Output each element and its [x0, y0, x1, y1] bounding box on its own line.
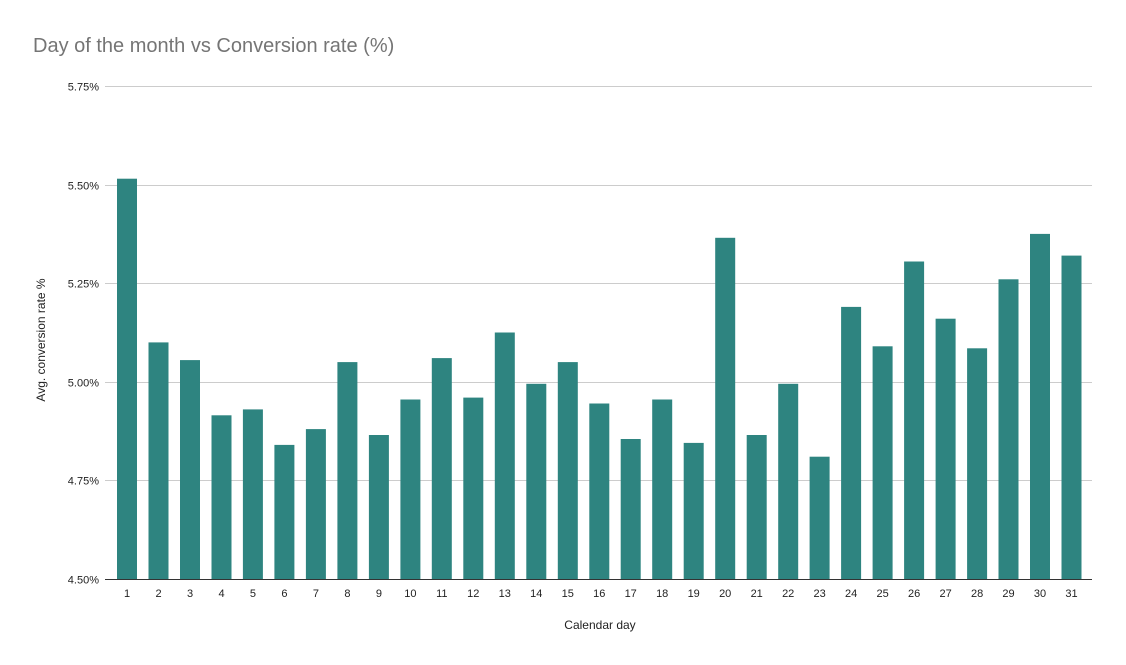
x-tick-label: 6 — [281, 588, 287, 600]
bar-day-1 — [117, 178, 137, 579]
bar-day-19 — [683, 442, 704, 579]
bar-day-18 — [652, 399, 673, 579]
x-tick-label: 14 — [530, 588, 542, 600]
x-tick-label: 20 — [719, 588, 731, 600]
x-tick-label: 21 — [751, 588, 763, 600]
x-axis-label: Calendar day — [564, 618, 635, 632]
x-tick-label: 29 — [1002, 588, 1014, 600]
y-axis-label: Avg. conversion rate % — [34, 278, 48, 402]
bar-day-25 — [872, 346, 893, 579]
bar-day-24 — [841, 306, 862, 579]
x-tick-label: 12 — [467, 588, 479, 600]
y-tick-label: 5.50% — [68, 181, 99, 193]
bar-day-21 — [746, 435, 767, 579]
x-tick-label: 8 — [344, 588, 350, 600]
x-tick-label: 31 — [1065, 588, 1077, 600]
bar-day-14 — [526, 383, 547, 579]
bar-day-15 — [557, 362, 578, 579]
x-tick-label: 25 — [876, 588, 888, 600]
bar-day-17 — [620, 439, 641, 579]
x-tick-label: 17 — [625, 588, 637, 600]
bar-day-11 — [431, 358, 452, 579]
bar-day-30 — [1030, 233, 1050, 579]
bar-day-29 — [998, 279, 1019, 579]
x-tick-label: 22 — [782, 588, 794, 600]
bar-day-31 — [1061, 255, 1082, 579]
bar-day-20 — [715, 237, 736, 580]
x-tick-label: 30 — [1034, 588, 1046, 600]
bar-day-28 — [967, 348, 988, 579]
x-tick-label: 16 — [593, 588, 605, 600]
y-tick-label: 5.00% — [68, 378, 99, 390]
bars — [117, 178, 1082, 580]
bar-day-3 — [180, 360, 200, 579]
bar-day-12 — [463, 397, 484, 579]
x-tick-label: 28 — [971, 588, 983, 600]
bar-day-7 — [305, 429, 326, 579]
x-tick-label: 27 — [939, 588, 951, 600]
x-tick-label: 15 — [562, 588, 574, 600]
x-axis-ticks: 1 2 3 4 5 6 7 8 9 10 11 12 13 14 15 16 17 18 19 20 21 22 23 24 2… — [124, 588, 1078, 600]
bar-day-26 — [904, 261, 925, 579]
bar-day-23 — [809, 456, 830, 579]
x-tick-label: 19 — [688, 588, 700, 600]
y-tick-label: 4.50% — [68, 575, 99, 587]
x-tick-label: 7 — [313, 588, 319, 600]
bar-day-13 — [494, 332, 515, 579]
x-tick-label: 3 — [187, 588, 193, 600]
x-tick-label: 18 — [656, 588, 668, 600]
bar-day-27 — [935, 318, 956, 579]
bar-day-10 — [400, 399, 421, 579]
bar-day-4 — [211, 415, 232, 579]
bar-day-5 — [242, 409, 263, 579]
x-tick-label: 23 — [813, 588, 825, 600]
x-tick-label: 2 — [155, 588, 161, 600]
bar-day-8 — [337, 362, 358, 579]
bar-day-22 — [778, 383, 799, 579]
x-tick-label: 26 — [908, 588, 920, 600]
x-tick-label: 11 — [436, 588, 447, 600]
bar-day-2 — [148, 342, 169, 579]
bar-day-6 — [274, 444, 295, 579]
y-tick-label: 5.25% — [68, 279, 99, 291]
x-tick-label: 5 — [250, 588, 256, 600]
chart-title: Day of the month vs Conversion rate (%) — [33, 35, 394, 57]
x-tick-label: 4 — [218, 588, 224, 600]
y-tick-label: 5.75% — [68, 82, 99, 94]
x-tick-label: 10 — [404, 588, 416, 600]
x-tick-label: 13 — [499, 588, 511, 600]
bar-day-9 — [368, 435, 389, 579]
y-axis-ticks: 4.50% 4.75% 5.00% 5.25% 5.50% 5.75% — [68, 82, 99, 587]
y-tick-label: 4.75% — [68, 476, 99, 488]
bar-day-16 — [589, 403, 610, 579]
x-tick-label: 9 — [376, 588, 382, 600]
x-tick-label: 24 — [845, 588, 857, 600]
gridlines — [105, 86, 1092, 580]
x-tick-label: 1 — [124, 588, 130, 600]
